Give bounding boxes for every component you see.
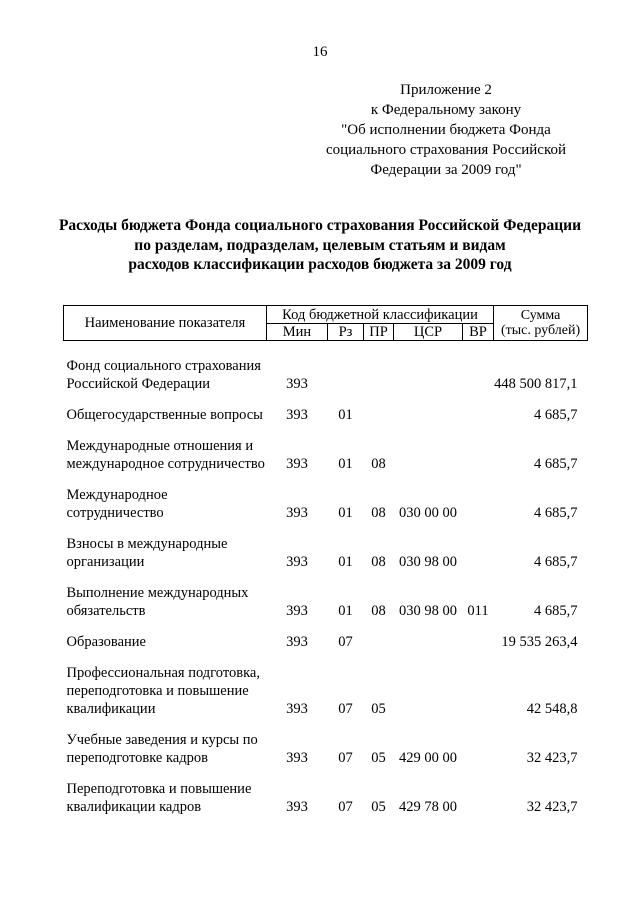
cell-sum: 19 535 263,4 — [501, 634, 578, 650]
cell-sum: 4 685,7 — [534, 407, 578, 423]
cell-pr: 05 — [371, 750, 386, 766]
cell-sum: 4 685,7 — [534, 456, 578, 472]
cell-name: Переподготовка и повышение квалификации … — [66, 781, 252, 815]
cell-csr — [394, 341, 463, 394]
cell-vr — [463, 767, 494, 816]
cell-csr: 030 98 00 — [399, 554, 457, 570]
budget-table: Наименование показателя Код бюджетной кл… — [63, 305, 589, 817]
cell-min: 393 — [286, 554, 308, 570]
cell-name: Выполнение международных обязательств — [66, 585, 249, 619]
header-col-csr: ЦСР — [393, 323, 463, 341]
header-col-vr: ВР — [461, 323, 495, 341]
cell-rz: 01 — [338, 505, 353, 521]
cell-name: Общегосударственные вопросы — [66, 407, 263, 423]
cell-csr: 030 98 00 — [399, 603, 457, 619]
cell-pr: 08 — [371, 505, 386, 521]
cell-csr — [394, 424, 463, 473]
cell-csr: 429 78 00 — [399, 799, 457, 815]
table-row: Международное сотрудничество 393 01 08 0… — [64, 473, 588, 522]
cell-min: 393 — [286, 407, 308, 423]
cell-min: 393 — [286, 750, 308, 766]
cell-name: Учебные заведения и курсы по переподгото… — [66, 732, 258, 766]
cell-vr — [463, 473, 494, 522]
cell-name: Международные отношения и международное … — [66, 438, 265, 472]
table-row: Общегосударственные вопросы 393 01 4 685… — [64, 393, 588, 424]
cell-vr — [463, 522, 494, 571]
cell-min: 393 — [286, 799, 308, 815]
header-col-pr: ПР — [363, 323, 394, 341]
table-row: Образование 393 07 19 535 263,4 — [64, 620, 588, 651]
table-row: Профессиональная подготовка, переподгото… — [64, 651, 588, 718]
cell-sum: 32 423,7 — [526, 799, 578, 815]
cell-csr — [394, 651, 463, 718]
cell-pr — [364, 341, 394, 394]
cell-vr — [463, 424, 494, 473]
cell-name: Взносы в международные организации — [66, 536, 228, 570]
cell-vr: 011 — [467, 603, 489, 619]
cell-rz: 01 — [338, 554, 353, 570]
page-number: 16 — [312, 44, 328, 60]
header-col-min: Мин — [266, 323, 328, 341]
cell-min: 393 — [286, 701, 308, 717]
cell-csr: 030 00 00 — [399, 505, 457, 521]
annex-block: Приложение 2 к Федеральному закону "Об и… — [325, 82, 567, 178]
cell-rz: 01 — [338, 456, 353, 472]
table-row: Фонд социального страхования Российской … — [64, 341, 588, 394]
table-row: Учебные заведения и курсы по переподгото… — [64, 718, 588, 767]
cell-min: 393 — [286, 505, 308, 521]
cell-pr — [364, 620, 394, 651]
header-col-rz: Рз — [327, 323, 364, 341]
cell-vr — [463, 620, 494, 651]
cell-pr: 08 — [371, 554, 386, 570]
document-title: Расходы бюджета Фонда социального страхо… — [58, 217, 582, 273]
cell-min: 393 — [286, 456, 308, 472]
cell-sum: 42 548,8 — [526, 701, 578, 717]
table-row: Выполнение международных обязательств 39… — [64, 571, 588, 620]
cell-pr — [364, 393, 394, 424]
table-body: Фонд социального страхования Российской … — [64, 341, 588, 817]
cell-rz: 01 — [338, 603, 353, 619]
cell-pr: 08 — [371, 456, 386, 472]
table-row: Взносы в международные организации 393 0… — [64, 522, 588, 571]
cell-name: Международное сотрудничество — [66, 487, 168, 521]
cell-sum: 4 685,7 — [534, 603, 578, 619]
cell-rz: 07 — [338, 701, 353, 717]
cell-pr: 08 — [371, 603, 386, 619]
cell-rz: 07 — [338, 750, 353, 766]
cell-pr: 05 — [371, 799, 386, 815]
cell-vr — [463, 341, 494, 394]
cell-rz — [328, 341, 364, 394]
cell-min: 393 — [286, 376, 308, 392]
cell-rz: 07 — [338, 634, 353, 650]
cell-sum: 4 685,7 — [534, 505, 578, 521]
cell-csr: 429 00 00 — [399, 750, 457, 766]
cell-min: 393 — [286, 603, 308, 619]
cell-name: Фонд социального страхования Российской … — [66, 358, 261, 392]
cell-sum: 4 685,7 — [534, 554, 578, 570]
cell-csr — [394, 393, 463, 424]
table-header: Наименование показателя Код бюджетной кл… — [63, 305, 589, 341]
header-code-group: Код бюджетной классификации — [265, 305, 495, 324]
cell-vr — [463, 651, 494, 718]
table-row: Международные отношения и международное … — [64, 424, 588, 473]
header-name-col: Наименование показателя — [63, 305, 267, 341]
table-row: Переподготовка и повышение квалификации … — [64, 767, 588, 816]
cell-vr — [463, 393, 494, 424]
cell-sum: 448 500 817,1 — [494, 376, 578, 392]
cell-rz: 07 — [338, 799, 353, 815]
cell-vr — [463, 718, 494, 767]
cell-name: Образование — [66, 634, 146, 650]
cell-sum: 32 423,7 — [526, 750, 578, 766]
header-sum-col: Сумма (тыс. рублей) — [493, 305, 589, 341]
cell-rz: 01 — [338, 407, 353, 423]
cell-csr — [394, 620, 463, 651]
cell-min: 393 — [286, 634, 308, 650]
cell-name: Профессиональная подготовка, переподгото… — [66, 665, 260, 717]
cell-pr: 05 — [371, 701, 386, 717]
